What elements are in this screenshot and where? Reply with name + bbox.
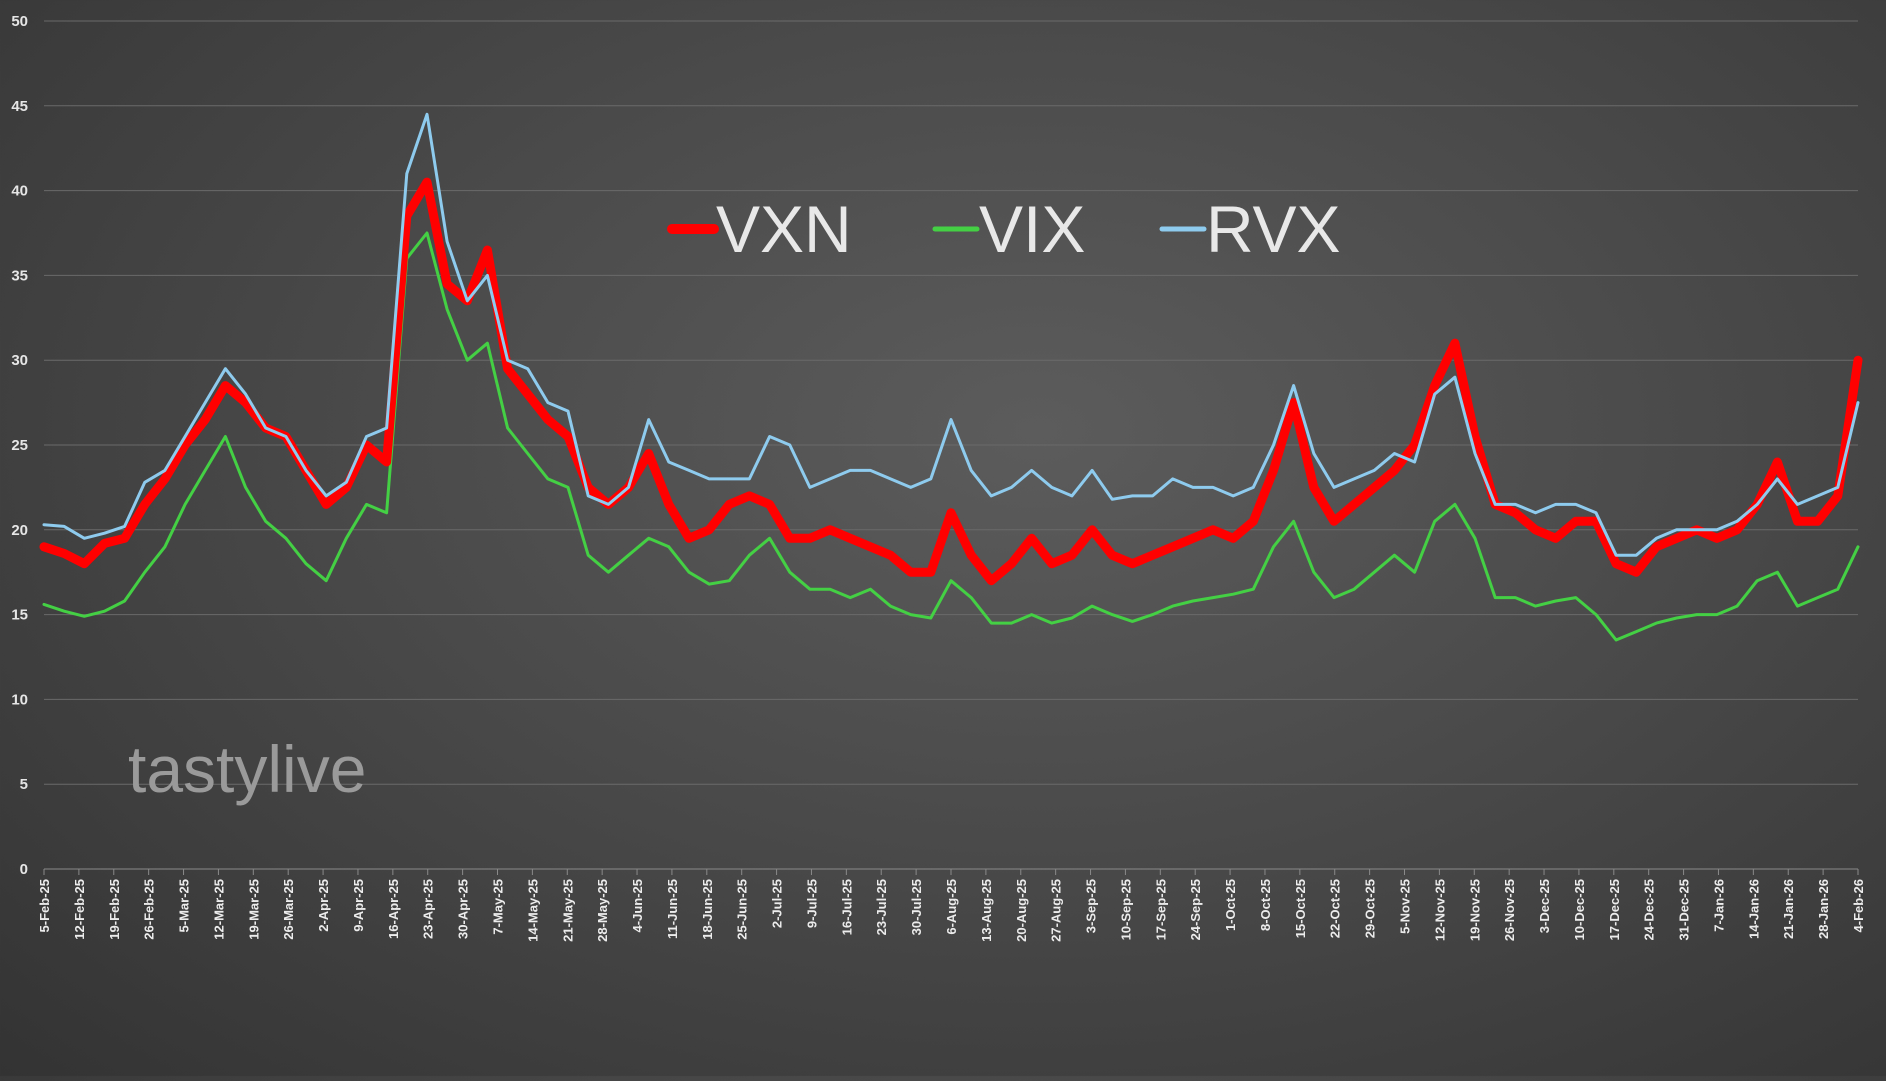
legend-label-rvx: RVX xyxy=(1206,192,1341,266)
x-tick-label: 19-Nov-25 xyxy=(1467,879,1482,941)
x-tick-label: 9-Apr-25 xyxy=(351,879,366,932)
series-line-vxn xyxy=(39,177,1863,586)
x-tick-label: 14-May-25 xyxy=(525,879,540,942)
x-tick-label: 18-Jun-25 xyxy=(700,879,715,940)
y-tick-label: 50 xyxy=(11,13,28,30)
y-tick-label: 25 xyxy=(11,437,28,454)
y-tick-label: 5 xyxy=(20,776,28,793)
x-tick-label: 20-Aug-25 xyxy=(1014,879,1029,942)
x-tick-label: 30-Jul-25 xyxy=(909,879,924,935)
y-tick-label: 15 xyxy=(11,607,28,624)
x-tick-label: 3-Dec-25 xyxy=(1537,879,1552,933)
legend: VXN VIX RVX xyxy=(667,192,1341,266)
y-tick-label: 20 xyxy=(11,522,28,539)
x-tick-label: 26-Feb-25 xyxy=(142,879,157,940)
x-tick-label: 13-Aug-25 xyxy=(979,879,994,942)
x-tick-label: 12-Feb-25 xyxy=(72,879,87,940)
x-tick-label: 24-Sep-25 xyxy=(1188,879,1203,940)
y-tick-label: 10 xyxy=(11,691,28,708)
x-tick-label: 2-Apr-25 xyxy=(316,879,331,932)
x-tick-label: 28-Jan-26 xyxy=(1816,879,1831,939)
x-tick-label: 21-Jan-26 xyxy=(1781,879,1796,939)
y-axis: 0 5 10 15 20 25 30 35 40 45 50 xyxy=(11,13,28,878)
y-tick-label: 35 xyxy=(11,267,28,284)
x-axis: 5-Feb-25 12-Feb-25 19-Feb-25 26-Feb-25 5-Mar… xyxy=(37,869,1866,942)
x-tick-label: 5-Mar-25 xyxy=(177,879,192,932)
x-tick-label: 23-Apr-25 xyxy=(421,879,436,939)
x-tick-label: 17-Sep-25 xyxy=(1153,879,1168,940)
gridlines xyxy=(44,20,1858,870)
y-tick-label: 30 xyxy=(11,352,28,369)
x-tick-label: 25-Jun-25 xyxy=(735,879,750,940)
x-tick-label: 29-Oct-25 xyxy=(1363,879,1378,938)
x-tick-label: 12-Nov-25 xyxy=(1432,879,1447,941)
x-tick-label: 24-Dec-25 xyxy=(1642,879,1657,940)
x-tick-label: 16-Jul-25 xyxy=(839,879,854,935)
x-tick-label: 5-Feb-25 xyxy=(37,879,52,932)
x-tick-label: 11-Jun-25 xyxy=(665,879,680,939)
x-tick-label: 17-Dec-25 xyxy=(1607,879,1622,940)
x-tick-label: 2-Jul-25 xyxy=(770,879,785,928)
x-tick-label: 7-May-25 xyxy=(491,879,506,935)
x-tick-label: 16-Apr-25 xyxy=(386,879,401,939)
x-tick-label: 15-Oct-25 xyxy=(1293,879,1308,938)
x-tick-label: 10-Sep-25 xyxy=(1118,879,1133,940)
watermark-logo: tastylive xyxy=(128,732,366,806)
x-tick-label: 3-Sep-25 xyxy=(1084,879,1099,933)
series-line-vix xyxy=(42,231,1860,642)
x-tick-label: 7-Jan-26 xyxy=(1711,879,1726,932)
x-tick-label: 8-Oct-25 xyxy=(1258,879,1273,931)
x-tick-label: 26-Nov-25 xyxy=(1502,879,1517,941)
x-tick-label: 4-Jun-25 xyxy=(630,879,645,932)
x-tick-label: 19-Feb-25 xyxy=(107,879,122,940)
x-tick-label: 30-Apr-25 xyxy=(456,879,471,939)
legend-label-vix: VIX xyxy=(979,192,1085,266)
x-tick-label: 21-May-25 xyxy=(560,879,575,942)
y-tick-label: 45 xyxy=(11,98,28,115)
x-tick-label: 12-Mar-25 xyxy=(211,879,226,940)
series-lines xyxy=(39,112,1863,642)
x-tick-label: 27-Aug-25 xyxy=(1049,879,1064,942)
x-tick-label: 22-Oct-25 xyxy=(1328,879,1343,938)
y-tick-label: 0 xyxy=(20,861,28,878)
legend-label-vxn: VXN xyxy=(716,192,852,266)
x-tick-label: 10-Dec-25 xyxy=(1572,879,1587,940)
x-tick-label: 6-Aug-25 xyxy=(944,879,959,935)
x-tick-label: 14-Jan-26 xyxy=(1746,879,1761,939)
x-tick-label: 5-Nov-25 xyxy=(1398,879,1413,934)
x-tick-label: 26-Mar-25 xyxy=(281,879,296,940)
x-tick-label: 1-Oct-25 xyxy=(1223,879,1238,931)
x-tick-label: 23-Jul-25 xyxy=(874,879,889,935)
series-line-rvx xyxy=(42,112,1860,557)
y-tick-label: 40 xyxy=(11,183,28,200)
x-tick-label: 19-Mar-25 xyxy=(246,879,261,940)
x-tick-label: 28-May-25 xyxy=(595,879,610,942)
x-tick-label: 9-Jul-25 xyxy=(804,879,819,928)
x-tick-label: 31-Dec-25 xyxy=(1677,879,1692,940)
x-tick-label: 4-Feb-26 xyxy=(1851,879,1866,932)
